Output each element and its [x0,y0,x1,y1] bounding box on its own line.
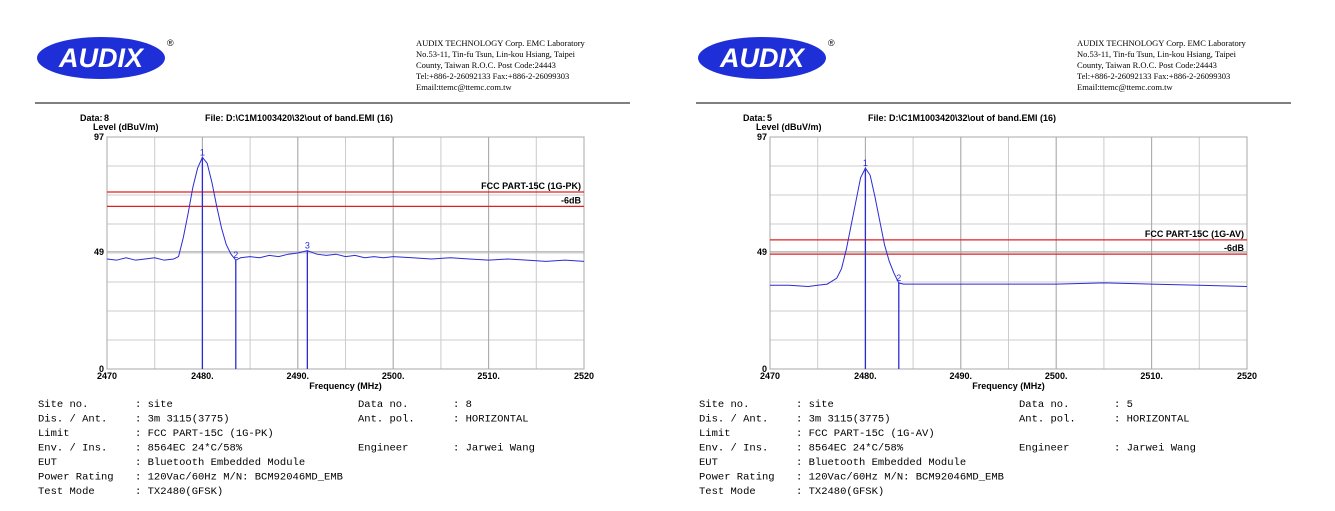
address-line: Email:ttemc@ttemc.com.tw [416,82,512,92]
marker-label: 1 [863,158,868,168]
logo-mark: ® [167,38,174,48]
marker-label: 3 [305,241,310,251]
x-tick-label: 2470 [760,371,780,381]
info-label: Env. / Ins. [699,443,768,455]
data-label: Data: [80,113,103,123]
info-value: : 3m 3115(3775) [796,414,891,426]
info-label: Data no. [1019,399,1069,411]
x-tick-label: 2470 [97,371,117,381]
x-tick-label: 2490. [287,371,310,381]
marker-label: 2 [233,250,238,260]
x-tick-label: 2500. [1045,371,1068,381]
info-value: : site [796,399,834,411]
marker-label: 1 [200,147,205,157]
info-value: : 3m 3115(3775) [135,414,230,426]
logo-badge [698,37,826,79]
x-axis-label: Frequency (MHz) [972,381,1045,391]
info-label: EUT [699,457,718,469]
address-line: Tel:+886-2-26092133 Fax:+886-2-26099303 [416,71,569,81]
info-label: Test Mode [699,486,756,498]
x-axis-label: Frequency (MHz) [309,381,382,391]
x-tick-label: 2520 [1237,371,1257,381]
trace [106,156,585,262]
y-tick-label: 97 [94,132,104,142]
x-tick-label: 2480. [854,371,877,381]
info-label: Engineer [358,443,408,455]
y-axis-label: Level (dBuV/m) [756,122,822,132]
info-value: : FCC PART-15C (1G-PK) [135,428,274,440]
info-label: EUT [38,457,57,469]
address-line: No.53-11, Tin-fu Tsun, Lin-kou Hsiang, T… [1077,49,1237,59]
info-label: Test Mode [38,486,95,498]
info-label: Site no. [699,399,749,411]
logo-mark: ® [828,38,835,48]
limit-label: -6dB [561,195,582,205]
info-value: : 8 [453,399,472,411]
y-tick-label: 0 [762,364,767,374]
info-label: Dis. / Ant. [699,414,768,426]
info-value: : 120Vac/60Hz M/N: BCM92046MD_EMB [796,472,1004,484]
y-axis-label: Level (dBuV/m) [93,122,159,132]
address-line: AUDIX TECHNOLOGY Corp. EMC Laboratory [1077,38,1247,48]
y-tick-label: 0 [99,364,104,374]
address-line: County, Taiwan R.O.C. Post Code:24443 [1077,60,1217,70]
info-value: : 5 [1114,399,1133,411]
y-tick-label: 49 [94,247,104,257]
chart-title: File: D:\C1M1003420\32\out of band.EMI (… [205,113,393,123]
address-line: Email:ttemc@ttemc.com.tw [1077,82,1173,92]
info-value: : 8564EC 24*C/58% [135,443,243,455]
info-value: : TX2480(GFSK) [796,486,884,498]
info-value: : 120Vac/60Hz M/N: BCM92046MD_EMB [135,472,343,484]
address-line: Tel:+886-2-26092133 Fax:+886-2-26099303 [1077,71,1230,81]
marker-label: 2 [896,273,901,283]
info-value: : FCC PART-15C (1G-AV) [796,428,935,440]
x-tick-label: 2480. [191,371,214,381]
trace [770,167,1248,287]
info-value: : site [135,399,173,411]
x-tick-label: 2490. [950,371,973,381]
info-label: Site no. [38,399,88,411]
chart-title: File: D:\C1M1003420\32\out of band.EMI (… [868,113,1056,123]
x-tick-label: 2510. [1140,371,1163,381]
address-line: No.53-11, Tin-fu Tsun, Lin-kou Hsiang, T… [416,49,576,59]
limit-label: FCC PART-15C (1G-AV) [1145,229,1244,239]
address-line: AUDIX TECHNOLOGY Corp. EMC Laboratory [416,38,586,48]
info-value: : HORIZONTAL [1114,414,1190,426]
info-value: : Bluetooth Embedded Module [796,457,966,469]
info-value: : HORIZONTAL [453,414,529,426]
info-label: Dis. / Ant. [38,414,107,426]
info-label: Ant. pol. [358,414,415,426]
y-tick-label: 49 [757,247,767,257]
info-label: Limit [38,428,70,440]
info-label: Power Rating [699,472,775,484]
limit-label: -6dB [1224,243,1245,253]
logo-text: AUDIX [719,43,806,73]
data-label: Data: [743,113,766,123]
y-tick-label: 97 [757,132,767,142]
data-number: 8 [104,113,109,123]
logo-badge [37,37,165,79]
logo-text: AUDIX [58,43,145,73]
info-value: : Jarwei Wang [1114,443,1196,455]
info-label: Env. / Ins. [38,443,107,455]
info-value: : TX2480(GFSK) [135,486,223,498]
info-label: Engineer [1019,443,1069,455]
info-value: : Bluetooth Embedded Module [135,457,305,469]
x-tick-label: 2500. [382,371,405,381]
address-line: County, Taiwan R.O.C. Post Code:24443 [416,60,556,70]
info-label: Data no. [358,399,408,411]
info-label: Limit [699,428,731,440]
info-label: Power Rating [38,472,114,484]
info-label: Ant. pol. [1019,414,1076,426]
x-tick-label: 2510. [477,371,500,381]
info-value: : Jarwei Wang [453,443,535,455]
info-value: : 8564EC 24*C/58% [796,443,904,455]
x-tick-label: 2520 [574,371,594,381]
limit-label: FCC PART-15C (1G-PK) [481,181,581,191]
data-number: 5 [767,113,772,123]
